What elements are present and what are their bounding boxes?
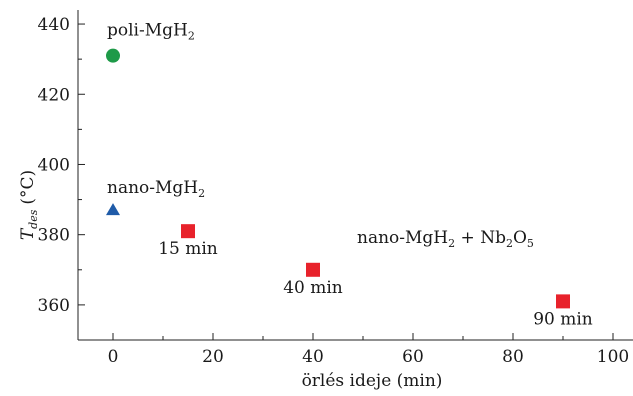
series-label-part: 5 [527,237,534,250]
data-point-square [556,294,570,309]
series-label: nano-MgH2 [107,178,205,200]
data-point-square [306,262,320,277]
series-label-part: 2 [188,30,195,43]
x-tick-label: 40 [302,347,324,367]
series-label: nano-MgH2 + Nb2O5 [357,228,534,250]
y-tick-label: 420 [38,85,70,105]
x-tick-label: 20 [202,347,224,367]
series-label-part: + Nb [455,228,506,248]
data-point-square [181,224,195,239]
y-tick-label: 360 [38,296,70,316]
y-axis-label-unit: (°C) [18,170,38,205]
series-label-part: O [513,228,527,248]
series-label-part: nano-MgH [357,228,448,248]
series-label-part: nano-MgH [107,178,198,198]
x-tick-label: 60 [402,347,424,367]
series-label-part: 2 [198,187,205,200]
series-label-part: 2 [448,237,455,250]
y-tick-label: 380 [38,226,70,246]
y-axis-label-subscript: des [27,209,40,229]
x-tick-label: 0 [108,347,119,367]
series-label-part: poli-MgH [107,21,188,41]
y-tick-label: 440 [38,15,70,35]
x-axis-label: örlés ideje (min) [302,371,443,391]
x-tick-label: 80 [502,347,524,367]
series-label: poli-MgH2 [107,21,195,43]
y-axis-label: Tdes (°C) [18,170,40,240]
y-tick-label: 400 [38,155,70,175]
y-axis-label-symbol: T [18,227,38,240]
data-point-triangle [106,203,120,216]
point-label: 15 min [158,239,218,259]
data-point-circle [106,48,120,63]
x-tick-label: 100 [597,347,629,367]
series-label-part: 2 [506,237,513,250]
point-label: 40 min [283,278,343,298]
point-label: 90 min [533,309,593,329]
